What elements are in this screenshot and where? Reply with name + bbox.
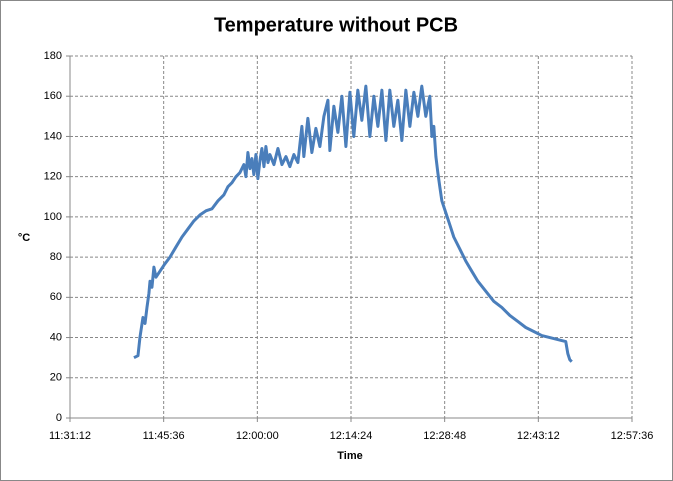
x-tick-label: 12:57:36 [611, 430, 654, 442]
x-tick-label: 12:00:00 [236, 430, 279, 442]
data-line [133, 84, 573, 363]
y-tick-label: 160 [44, 90, 62, 102]
x-tick-label: 11:31:12 [49, 430, 91, 442]
x-tick-label: 12:14:24 [330, 430, 373, 442]
y-tick-label: 100 [44, 211, 62, 223]
y-tick-label: 180 [44, 50, 62, 62]
y-axis-label: °C [18, 232, 30, 244]
x-tick-label: 12:43:12 [517, 430, 560, 442]
y-tick-label: 140 [44, 130, 62, 142]
y-tick-label: 80 [50, 251, 62, 263]
x-tick-label: 12:28:48 [423, 430, 466, 442]
y-tick-label: 20 [50, 372, 62, 384]
x-axis-label: Time [337, 450, 362, 462]
y-tick-label: 0 [56, 412, 62, 424]
y-tick-label: 60 [50, 291, 62, 303]
y-tick-label: 120 [44, 171, 62, 183]
y-tick-label: 40 [50, 331, 62, 343]
chart-title: Temperature without PCB [214, 14, 458, 36]
x-tick-label: 11:45:36 [143, 430, 185, 442]
